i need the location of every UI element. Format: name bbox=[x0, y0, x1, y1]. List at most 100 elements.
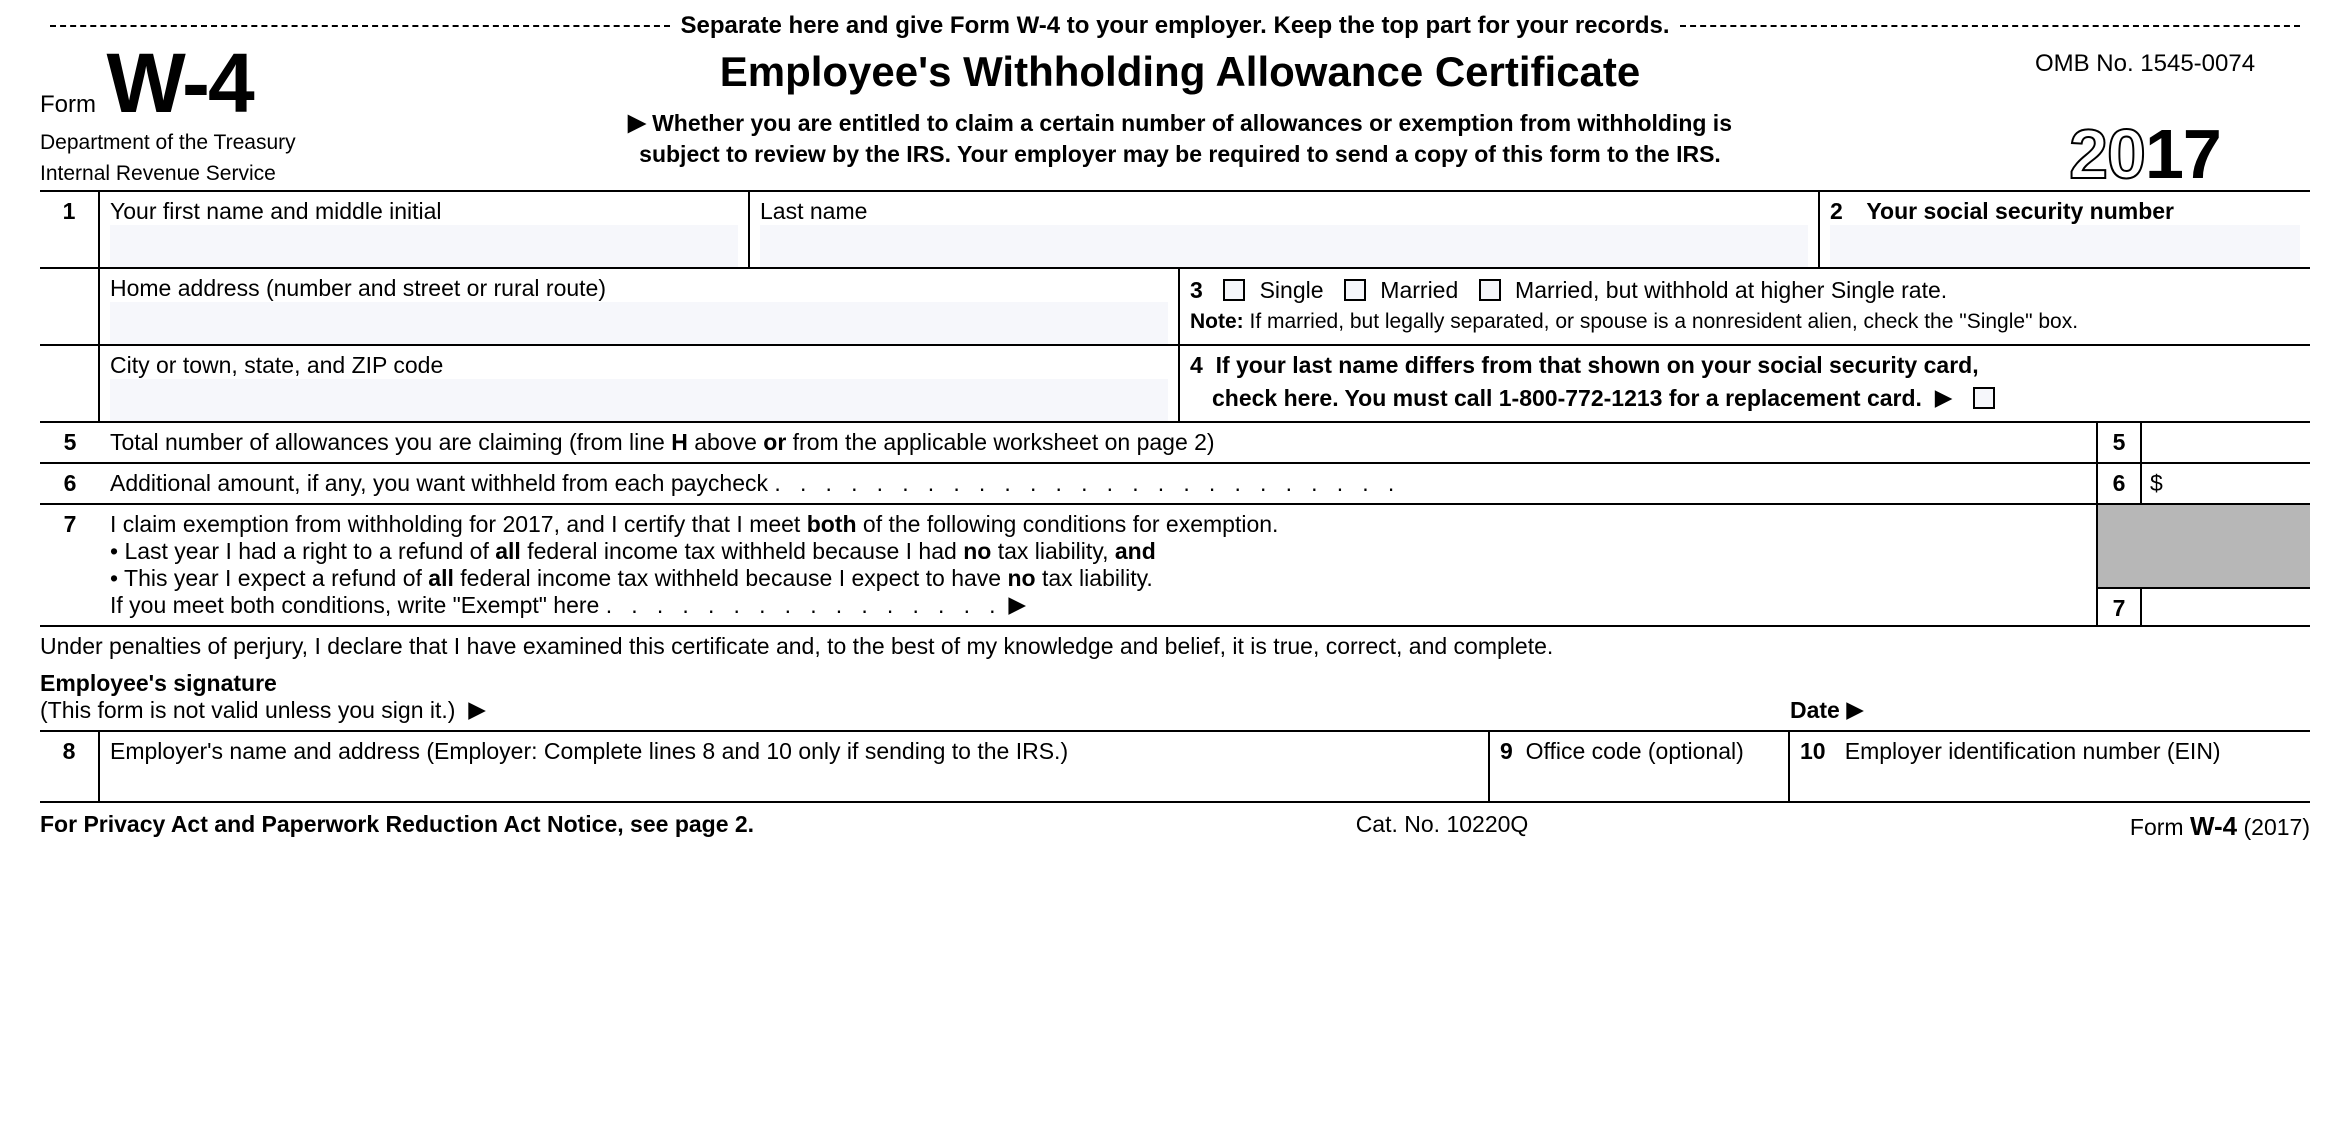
line5-num: 5 bbox=[40, 423, 100, 462]
separator-text: Separate here and give Form W-4 to your … bbox=[680, 12, 1669, 40]
triangle-icon: ▶ bbox=[1846, 696, 1864, 723]
ein-label: Employer identification number (EIN) bbox=[1845, 738, 2221, 764]
triangle-icon: ▶ bbox=[628, 107, 646, 138]
date-label: Date bbox=[1790, 697, 1840, 723]
line-7-block: 7 I claim exemption from withholding for… bbox=[40, 505, 2310, 627]
office-code-label: Office code (optional) bbox=[1526, 738, 1744, 764]
first-name-cell: Your first name and middle initial bbox=[100, 192, 750, 267]
triangle-icon: ▶ bbox=[468, 696, 486, 723]
opt-married-higher: Married, but withhold at higher Single r… bbox=[1515, 277, 1947, 303]
field-1-num: 1 bbox=[40, 192, 100, 267]
city-spacer bbox=[40, 346, 100, 421]
row-address-status: Home address (number and street or rural… bbox=[40, 269, 2310, 346]
office-code-input[interactable] bbox=[1500, 765, 1778, 801]
line7-num: 7 bbox=[40, 505, 100, 625]
signature-block: Employee's signature (This form is not v… bbox=[40, 670, 1790, 724]
checkbox-married[interactable] bbox=[1344, 279, 1366, 301]
header-center: Employee's Withholding Allowance Certifi… bbox=[380, 40, 1980, 190]
field-4-num: 4 bbox=[1190, 352, 1203, 378]
row-employer: 8 Employer's name and address (Employer:… bbox=[40, 732, 2310, 803]
opt-married: Married bbox=[1380, 277, 1458, 303]
note-bold: Note: bbox=[1190, 310, 1244, 333]
note-text: If married, but legally separated, or sp… bbox=[1244, 310, 2078, 333]
line6-box-num: 6 bbox=[2096, 464, 2140, 503]
triangle-icon: ▶ bbox=[1935, 384, 1953, 411]
form-title: Employee's Withholding Allowance Certifi… bbox=[404, 48, 1956, 96]
ssn-label: Your social security number bbox=[1866, 198, 2174, 224]
ssn-cell: 2 Your social security number bbox=[1820, 192, 2310, 267]
first-name-label: Your first name and middle initial bbox=[110, 198, 738, 225]
address-cell: Home address (number and street or rural… bbox=[100, 269, 1180, 344]
row-name-ssn: 1 Your first name and middle initial Las… bbox=[40, 192, 2310, 269]
header-left: Form W-4 Department of the Treasury Inte… bbox=[40, 40, 380, 190]
field-2-num: 2 bbox=[1830, 198, 1860, 225]
last-name-label: Last name bbox=[760, 198, 1808, 225]
addr-spacer bbox=[40, 269, 100, 344]
footer-left: For Privacy Act and Paperwork Reduction … bbox=[40, 811, 754, 837]
office-code-cell: 9 Office code (optional) bbox=[1490, 732, 1790, 801]
date-block: Date ▶ bbox=[1790, 697, 2310, 724]
line7-grey-block bbox=[2096, 505, 2310, 587]
city-cell: City or town, state, and ZIP code bbox=[100, 346, 1180, 421]
ein-input[interactable] bbox=[1800, 765, 2300, 801]
line6-text: Additional amount, if any, you want with… bbox=[100, 464, 2096, 503]
omb-number: OMB No. 1545-0074 bbox=[1988, 50, 2302, 78]
line7-value[interactable] bbox=[2140, 589, 2310, 625]
checkbox-name-differs[interactable] bbox=[1973, 387, 1995, 409]
address-label: Home address (number and street or rural… bbox=[110, 275, 1168, 302]
checkbox-married-higher[interactable] bbox=[1479, 279, 1501, 301]
line7-body: I claim exemption from withholding for 2… bbox=[100, 505, 2096, 625]
line6-value[interactable]: $ bbox=[2140, 464, 2310, 503]
line5-value[interactable] bbox=[2140, 423, 2310, 462]
line-5: 5 Total number of allowances you are cla… bbox=[40, 423, 2310, 464]
filing-status-cell: 3 Single Married Married, but withhold a… bbox=[1180, 269, 2310, 344]
field-10-num: 10 bbox=[1800, 738, 1826, 764]
address-input[interactable] bbox=[110, 302, 1168, 344]
box4-line2: check here. You must call 1-800-772-1213… bbox=[1212, 385, 1922, 411]
first-name-input[interactable] bbox=[110, 225, 738, 267]
separator-line: Separate here and give Form W-4 to your … bbox=[40, 12, 2310, 40]
ein-cell: 10 Employer identification number (EIN) bbox=[1790, 732, 2310, 801]
checkbox-single[interactable] bbox=[1223, 279, 1245, 301]
employer-name-label: Employer's name and address (Employer: C… bbox=[110, 738, 1478, 765]
triangle-icon: ▶ bbox=[1008, 591, 1026, 618]
dept-irs: Internal Revenue Service bbox=[40, 161, 372, 186]
city-label: City or town, state, and ZIP code bbox=[110, 352, 1168, 379]
status-note: Note: If married, but legally separated,… bbox=[1190, 310, 2300, 334]
field-8-num: 8 bbox=[40, 732, 100, 801]
footer-center: Cat. No. 10220Q bbox=[1356, 811, 1529, 842]
city-input[interactable] bbox=[110, 379, 1168, 421]
perjury-statement: Under penalties of perjury, I declare th… bbox=[40, 627, 2310, 670]
last-name-cell: Last name bbox=[750, 192, 1820, 267]
form-word: Form bbox=[40, 91, 96, 118]
line7-right: 7 bbox=[2096, 505, 2310, 625]
sig-note: (This form is not valid unless you sign … bbox=[40, 697, 455, 723]
year-suffix: 17 bbox=[2145, 115, 2221, 193]
box4-line1: If your last name differs from that show… bbox=[1216, 352, 1979, 378]
employer-name-cell: Employer's name and address (Employer: C… bbox=[100, 732, 1490, 801]
header-right: OMB No. 1545-0074 2017 bbox=[1980, 40, 2310, 190]
line5-box-num: 5 bbox=[2096, 423, 2140, 462]
line7-box-num: 7 bbox=[2096, 589, 2140, 625]
signature-row: Employee's signature (This form is not v… bbox=[40, 670, 2310, 732]
line6-num: 6 bbox=[40, 464, 100, 503]
form-header: Form W-4 Department of the Treasury Inte… bbox=[40, 40, 2310, 192]
footer: For Privacy Act and Paperwork Reduction … bbox=[40, 803, 2310, 842]
sub-line1: Whether you are entitled to claim a cert… bbox=[652, 110, 1732, 136]
year-prefix: 20 bbox=[2069, 115, 2145, 193]
field-3-num: 3 bbox=[1190, 277, 1203, 303]
row-city-box4: City or town, state, and ZIP code 4 If y… bbox=[40, 346, 2310, 423]
line5-text: Total number of allowances you are claim… bbox=[100, 423, 2096, 462]
last-name-input[interactable] bbox=[760, 225, 1808, 267]
sub-line2: subject to review by the IRS. Your emplo… bbox=[639, 141, 1721, 167]
tax-year: 2017 bbox=[1988, 123, 2302, 186]
employer-name-input[interactable] bbox=[110, 765, 1478, 801]
form-code: W-4 bbox=[106, 44, 252, 124]
field-9-num: 9 bbox=[1500, 738, 1513, 764]
ssn-input[interactable] bbox=[1830, 225, 2300, 267]
opt-single: Single bbox=[1260, 277, 1324, 303]
footer-right: Form W-4 (2017) bbox=[2130, 811, 2310, 842]
line-6: 6 Additional amount, if any, you want wi… bbox=[40, 464, 2310, 505]
form-subtitle: ▶ Whether you are entitled to claim a ce… bbox=[404, 108, 1956, 170]
sig-title: Employee's signature bbox=[40, 670, 277, 696]
